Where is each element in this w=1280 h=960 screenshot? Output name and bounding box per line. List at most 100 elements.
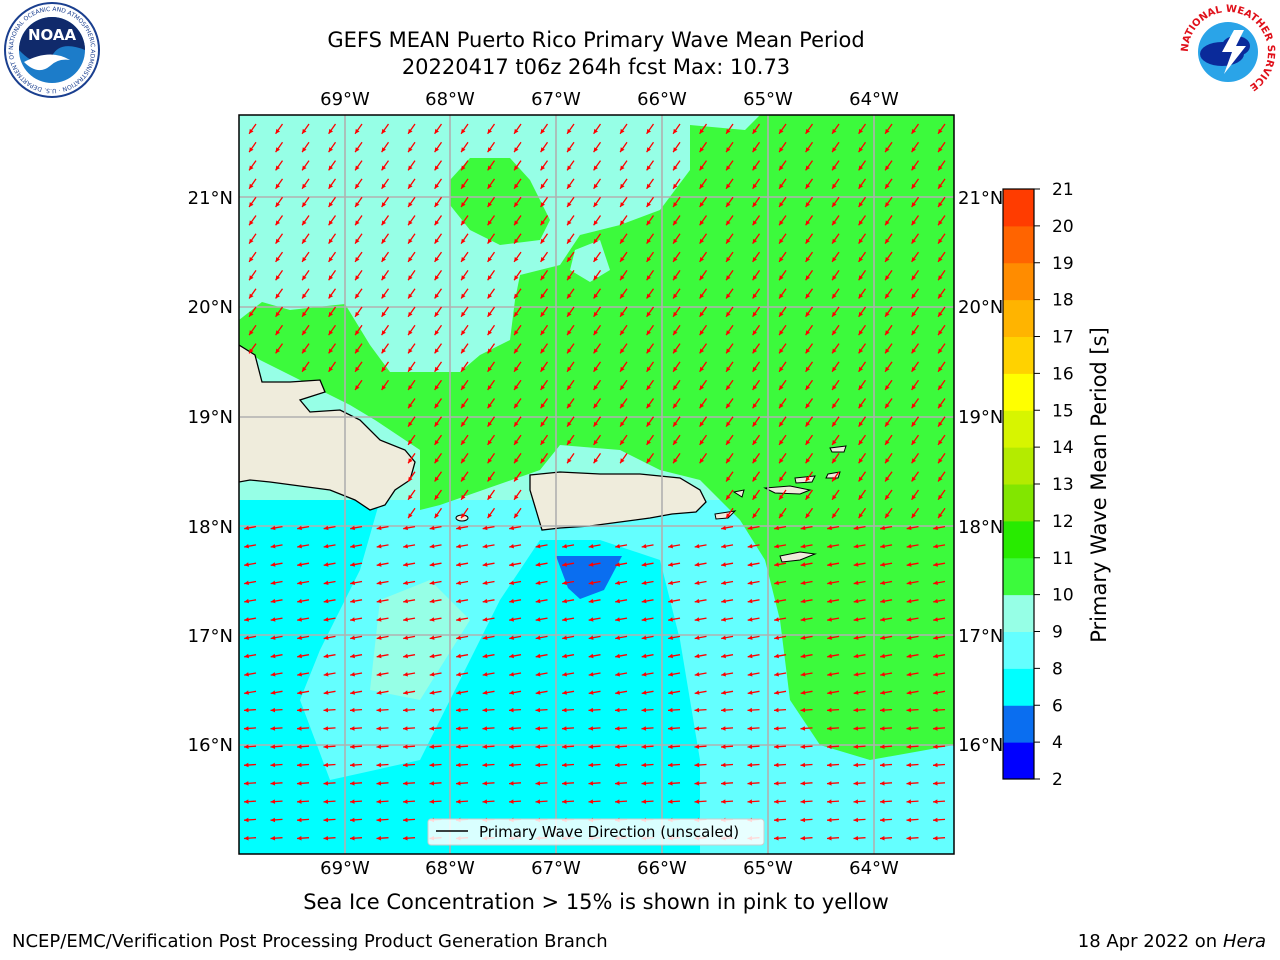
wave-arrow-head [880,690,885,695]
wave-arrow-head [805,440,810,445]
wave-arrow-head [403,672,408,677]
wave-arrow-head [699,330,704,336]
wave-arrow-head [350,690,355,695]
wave-arrow-head [668,562,673,567]
wave-arrow-head [355,202,360,207]
wave-arrow-head [726,147,731,153]
wave-arrow-head [509,544,514,549]
colorbar-segment [1003,225,1034,264]
wave-arrow-head [350,672,355,677]
wave-arrow-head [885,220,890,226]
wave-arrow-head [355,311,360,317]
wave-arrow-head [800,762,806,768]
wave-arrow-head [297,781,302,786]
wave-arrow-head [540,458,545,464]
lon-label-bottom: 68°W [425,858,475,879]
wave-arrow-head [297,744,302,749]
lat-label-right: 20°N [958,297,1003,318]
wave-arrow-head [933,580,938,585]
wave-arrow-head [249,183,254,189]
wave-arrow-head [403,580,408,585]
wave-arrow-head [906,544,912,549]
wave-arrow-head [858,403,863,409]
wave-arrow-head [381,238,386,244]
wave-arrow-head [323,562,329,567]
wave-arrow-head [302,330,307,336]
wave-arrow-head [408,403,413,409]
wave-arrow-head [615,726,620,731]
wave-arrow-head [408,257,413,262]
wave-arrow-head [880,580,885,585]
wave-arrow-head [752,476,757,482]
footer-date: 18 Apr 2022 on Hera [1078,931,1266,952]
colorbar-tick-label: 14 [1052,438,1074,458]
wave-arrow-head [270,653,276,659]
wave-arrow-head [461,440,466,445]
wave-arrow-head [880,817,885,823]
wave-arrow-head [832,165,837,171]
wave-arrow-head [514,202,519,207]
wave-arrow-head [938,183,943,189]
wave-arrow-head [514,513,519,519]
wave-arrow-head [535,598,541,604]
wave-arrow-head [620,385,625,390]
wave-arrow-head [514,348,519,354]
wave-arrow-head [641,781,647,786]
wave-arrow-head [620,366,625,372]
wave-arrow-head [747,653,753,659]
wave-arrow-head [620,440,625,445]
wave-arrow-head [509,672,514,677]
wave-arrow-head [297,726,302,731]
wave-arrow-head [906,525,912,531]
wave-arrow-head [774,580,779,585]
wave-arrow-head [355,238,360,244]
wave-arrow-head [562,598,567,604]
wave-arrow-head [694,762,700,768]
wave-arrow-head [482,580,488,585]
wave-arrow-head [456,781,461,786]
wave-arrow-head [429,653,435,659]
wave-arrow-head [275,275,280,281]
wave-arrow-head [487,385,492,390]
wave-arrow-head [593,165,598,171]
wave-arrow-head [858,385,863,390]
wave-arrow-head [911,476,916,482]
wave-arrow-head [535,707,541,713]
wave-arrow-head [858,476,863,482]
wave-arrow-head [800,726,806,731]
wave-arrow-head [885,403,890,409]
wave-arrow-head [562,672,567,677]
wave-arrow-head [800,580,806,585]
colorbar-segment [1003,410,1034,448]
wave-arrow-head [911,385,916,390]
wave-arrow-head [350,598,355,604]
wave-arrow-head [779,202,784,207]
wave-arrow-head [726,494,731,500]
wave-arrow-head [620,311,625,317]
colorbar-tick-label: 2 [1052,770,1063,790]
wave-arrow-head [456,635,461,640]
wave-arrow-head [323,762,329,768]
lat-label-right: 21°N [958,188,1003,209]
wave-arrow-head [747,762,753,768]
wave-arrow-head [567,220,572,226]
wave-arrow-head [620,202,625,207]
wave-arrow-head [752,202,757,207]
wave-arrow-head [800,672,806,677]
wave-arrow-head [429,707,435,713]
wave-arrow-head [408,494,413,500]
wave-arrow-head [779,293,784,299]
wave-arrow-head [302,366,307,372]
wave-arrow-head [461,275,466,281]
wave-arrow-head [774,635,779,640]
lon-label-top: 65°W [743,89,793,110]
wave-arrow-head [328,238,333,244]
colorbar-tick-label: 6 [1052,696,1063,716]
wave-arrow-head [461,494,466,500]
wave-arrow-head [885,293,890,299]
wave-arrow-head [323,580,329,585]
wave-arrow-head [911,257,916,262]
wave-arrow-head [858,257,863,262]
colorbar-segment [1003,373,1034,411]
wave-arrow-head [429,672,435,677]
